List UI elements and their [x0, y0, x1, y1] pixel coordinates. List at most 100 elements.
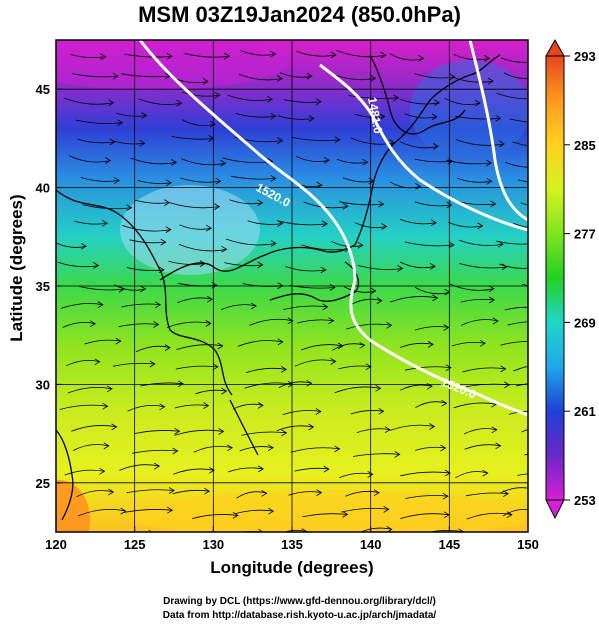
- streamline-arrow: [109, 138, 116, 146]
- streamline-arrow: [446, 201, 453, 209]
- streamline: [290, 447, 340, 453]
- streamline-arrow: [394, 451, 401, 458]
- streamline-arrow: [170, 159, 177, 166]
- streamline-arrow: [328, 317, 335, 325]
- streamline-arrow: [359, 341, 366, 349]
- streamline-arrow: [257, 465, 264, 473]
- streamline: [455, 471, 488, 479]
- streamline: [236, 491, 267, 499]
- streamline: [79, 286, 125, 291]
- streamline: [56, 242, 87, 248]
- streamline-arrow: [529, 264, 534, 270]
- streamline: [285, 266, 326, 272]
- streamline: [521, 283, 528, 287]
- streamline: [451, 341, 486, 347]
- streamline: [517, 473, 528, 476]
- x-tick-label: 140: [360, 537, 382, 552]
- streamline: [414, 326, 449, 331]
- y-tick-label: 25: [36, 476, 50, 491]
- streamline: [60, 303, 103, 309]
- streamline: [71, 425, 117, 432]
- streamline-arrow: [113, 177, 120, 184]
- streamline: [496, 240, 528, 245]
- streamline-arrow: [315, 98, 322, 106]
- streamline-arrow: [217, 342, 224, 350]
- streamline: [225, 238, 276, 246]
- streamline-arrow: [367, 471, 374, 478]
- streamline-arrow: [486, 177, 493, 185]
- streamline-arrow: [448, 241, 455, 249]
- streamline-arrow: [444, 469, 451, 477]
- streamline-arrow: [370, 74, 377, 82]
- streamline-arrow: [321, 220, 328, 228]
- x-tick-label: 125: [124, 537, 146, 552]
- streamline: [121, 303, 161, 308]
- wind-streamlines: [56, 50, 543, 540]
- streamline: [399, 384, 433, 391]
- streamline: [332, 343, 365, 351]
- streamline: [132, 449, 178, 454]
- streamline-arrow: [375, 384, 382, 392]
- streamline: [502, 509, 528, 517]
- streamline: [183, 52, 230, 58]
- streamline-arrow: [357, 241, 364, 249]
- streamline: [70, 535, 102, 540]
- streamline: [350, 137, 395, 145]
- streamline: [354, 113, 385, 118]
- streamline: [300, 344, 344, 351]
- streamline-arrow: [232, 512, 239, 519]
- streamline-arrow: [204, 487, 211, 495]
- y-axis-label: Latitude (degrees): [7, 194, 26, 342]
- streamline-arrow: [212, 363, 219, 371]
- streamline-arrow: [504, 381, 511, 389]
- streamline-arrow: [449, 73, 456, 81]
- streamline-arrow: [172, 447, 179, 455]
- streamline-arrow: [203, 402, 210, 409]
- streamline-arrow: [167, 506, 174, 514]
- streamline-arrow: [536, 94, 541, 100]
- streamline: [76, 490, 114, 498]
- streamline: [134, 430, 180, 434]
- streamline: [404, 113, 437, 119]
- streamline-arrow: [257, 199, 264, 207]
- streamline-arrow: [277, 338, 284, 346]
- streamline: [346, 323, 392, 330]
- streamline: [520, 202, 528, 206]
- streamline: [296, 319, 334, 324]
- streamline: [129, 239, 166, 244]
- streamline-arrow: [490, 200, 497, 208]
- map-title: MSM 03Z19Jan2024 (850.0hPa): [138, 2, 461, 27]
- streamline-arrow: [342, 511, 349, 518]
- streamline: [124, 53, 172, 58]
- streamline: [240, 50, 276, 56]
- streamline: [138, 98, 182, 105]
- colorbar-tick-label: 269: [574, 315, 596, 330]
- streamline: [77, 509, 126, 517]
- streamline: [126, 489, 175, 494]
- colorbar-tick-label: 285: [574, 138, 596, 153]
- streamline: [195, 389, 227, 395]
- streamline-arrow: [205, 320, 212, 327]
- coastlines: [56, 54, 501, 521]
- streamline: [119, 464, 160, 471]
- streamline: [246, 367, 287, 373]
- streamline: [414, 73, 455, 79]
- streamline: [359, 527, 392, 532]
- streamline: [57, 261, 99, 268]
- streamline-arrow: [538, 163, 543, 169]
- streamline: [180, 177, 221, 183]
- streamline: [279, 72, 312, 78]
- streamline: [341, 507, 389, 513]
- streamline: [282, 410, 321, 415]
- streamline-arrow: [270, 175, 277, 182]
- streamline-arrow: [218, 428, 225, 435]
- streamline: [74, 220, 108, 225]
- streamline: [342, 177, 374, 183]
- streamline: [123, 509, 173, 513]
- streamline: [122, 225, 171, 232]
- streamline: [462, 367, 506, 373]
- streamline-arrow: [97, 301, 104, 308]
- streamline: [336, 50, 386, 58]
- streamline: [288, 491, 322, 496]
- streamline: [339, 472, 373, 479]
